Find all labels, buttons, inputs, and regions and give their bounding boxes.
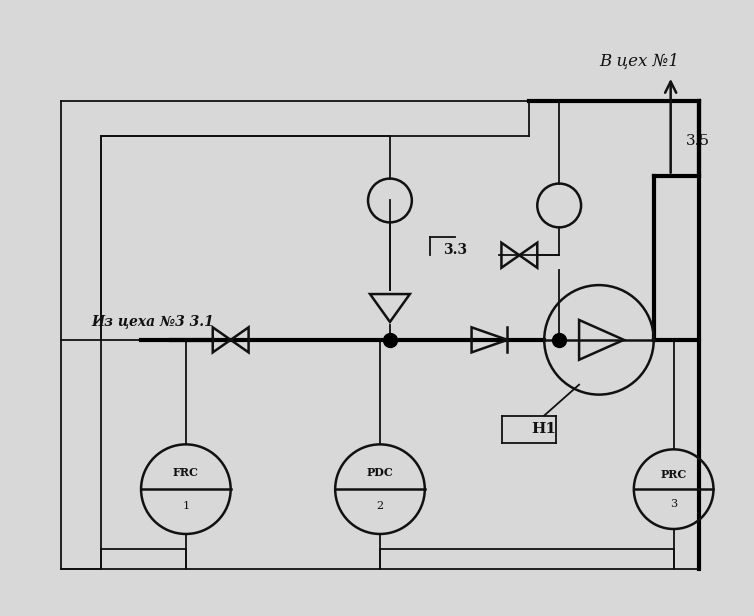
Text: 3: 3 [670,500,677,509]
Text: 3.3: 3.3 [443,243,467,257]
Text: PRC: PRC [661,469,687,479]
Text: 1: 1 [182,501,189,511]
Text: PDC: PDC [366,467,394,477]
Text: FRC: FRC [173,467,199,477]
Text: 2: 2 [376,501,384,511]
Text: Н1: Н1 [532,423,556,437]
Text: 3.5: 3.5 [685,134,710,148]
Text: В цех №1: В цех №1 [599,52,679,70]
Text: Из цеха №3 3.1: Из цеха №3 3.1 [91,315,214,329]
